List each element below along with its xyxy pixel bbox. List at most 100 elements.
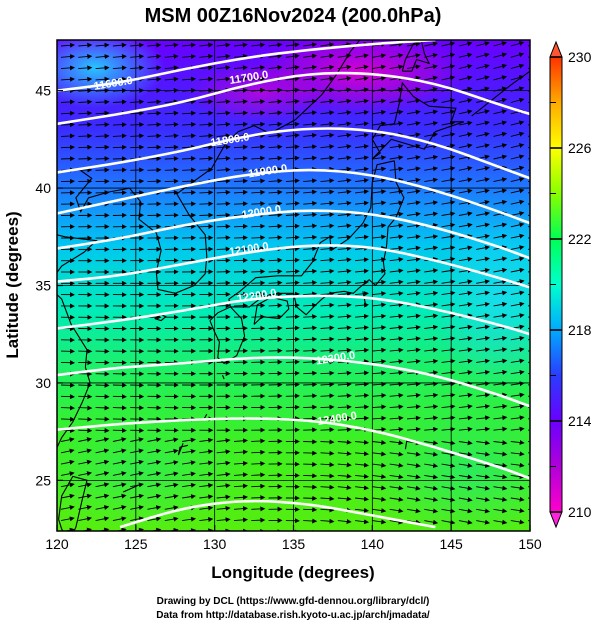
wind-arrow (112, 505, 127, 510)
wind-arrow (510, 519, 525, 525)
wind-arrow (337, 451, 352, 457)
wind-arrow (182, 460, 196, 466)
wind-arrow (60, 516, 75, 522)
wind-arrow (130, 505, 144, 511)
wind-arrow (147, 76, 162, 82)
wind-arrow (458, 508, 473, 514)
wind-arrow (389, 41, 404, 47)
wind-arrow (60, 144, 75, 150)
wind-arrow (424, 485, 439, 491)
wind-arrow (130, 65, 145, 71)
wind-arrow (285, 53, 300, 59)
wind-arrow (216, 110, 231, 116)
y-tick-label: 40 (35, 180, 51, 196)
wind-arrow (355, 144, 369, 150)
wind-arrow (372, 347, 387, 353)
wind-arrow (389, 485, 404, 491)
wind-arrow (320, 223, 335, 229)
wind-arrow (320, 325, 335, 331)
wind-arrow (458, 324, 473, 330)
wind-arrow (337, 404, 352, 410)
wind-arrow (182, 201, 197, 207)
wind-arrow (441, 313, 456, 319)
wind-arrow (320, 53, 335, 59)
wind-arrow (303, 393, 318, 399)
wind-arrow (424, 302, 439, 308)
wind-arrow (458, 370, 473, 376)
wind-arrow (251, 438, 266, 444)
wind-arrow (458, 336, 473, 342)
wind-arrow (389, 98, 404, 104)
wind-arrow (320, 462, 335, 468)
wind-arrow (216, 99, 231, 105)
wind-arrow (303, 370, 318, 376)
wind-arrow (424, 290, 439, 296)
wind-arrow (164, 448, 179, 454)
wind-arrow (337, 121, 352, 127)
wind-arrow (216, 246, 231, 252)
wind-arrow (130, 54, 145, 60)
wind-arrow (268, 110, 283, 116)
wind-arrow (268, 144, 283, 150)
wind-arrow (251, 201, 266, 207)
wind-arrow (320, 507, 335, 513)
wind-arrow (216, 517, 231, 523)
wind-arrow (510, 335, 525, 341)
wind-arrow (147, 178, 162, 184)
wind-arrow (78, 99, 93, 105)
wind-arrow (285, 110, 300, 116)
wind-arrow (372, 496, 387, 502)
wind-arrow (441, 392, 456, 398)
wind-arrow (60, 65, 75, 71)
wind-arrow (493, 120, 508, 126)
wind-arrow (424, 143, 439, 149)
wind-arrow (251, 42, 266, 48)
wind-arrow (389, 474, 404, 480)
wind-arrow (251, 495, 266, 501)
wind-arrow (493, 301, 508, 307)
wind-arrow (424, 347, 439, 353)
wind-arrow (95, 65, 110, 71)
wind-arrow (303, 336, 318, 342)
wind-arrow (424, 120, 439, 126)
coastline (58, 475, 88, 531)
wind-arrow (493, 256, 508, 262)
wind-arrow (337, 132, 352, 138)
wind-arrow (78, 76, 93, 82)
wind-arrow (233, 65, 248, 71)
wind-arrow (441, 485, 456, 491)
wind-arrow (164, 494, 179, 499)
wind-arrow (493, 369, 508, 375)
height-contour-line (57, 417, 530, 480)
wind-arrow (268, 235, 283, 241)
wind-arrow (312, 529, 318, 531)
wind-arrow (406, 336, 421, 342)
wind-arrow (95, 459, 110, 465)
wind-arrow (346, 530, 352, 531)
wind-arrow (199, 483, 214, 489)
colorbar-tick-label: 222 (568, 231, 592, 247)
wind-arrow (320, 381, 335, 387)
wind-arrow (337, 268, 352, 274)
wind-arrow (406, 496, 421, 502)
wind-arrow (251, 189, 266, 195)
wind-arrow (182, 133, 197, 139)
wind-arrow (441, 177, 456, 183)
wind-arrow (355, 64, 369, 70)
wind-arrow (441, 222, 456, 228)
wind-arrow (493, 267, 508, 273)
wind-arrow (424, 463, 439, 469)
height-contour-line (57, 244, 530, 289)
wind-arrow (303, 473, 318, 479)
wind-arrow (233, 167, 248, 173)
coastline (209, 306, 246, 365)
wind-arrow (95, 133, 110, 139)
wind-arrow (476, 358, 491, 364)
wind-arrow (355, 132, 369, 138)
wind-arrow (372, 189, 387, 195)
wind-arrow (285, 223, 300, 229)
coastline (122, 483, 141, 493)
wind-arrow (389, 53, 404, 59)
wind-arrow (164, 460, 179, 466)
wind-arrow (78, 437, 92, 443)
